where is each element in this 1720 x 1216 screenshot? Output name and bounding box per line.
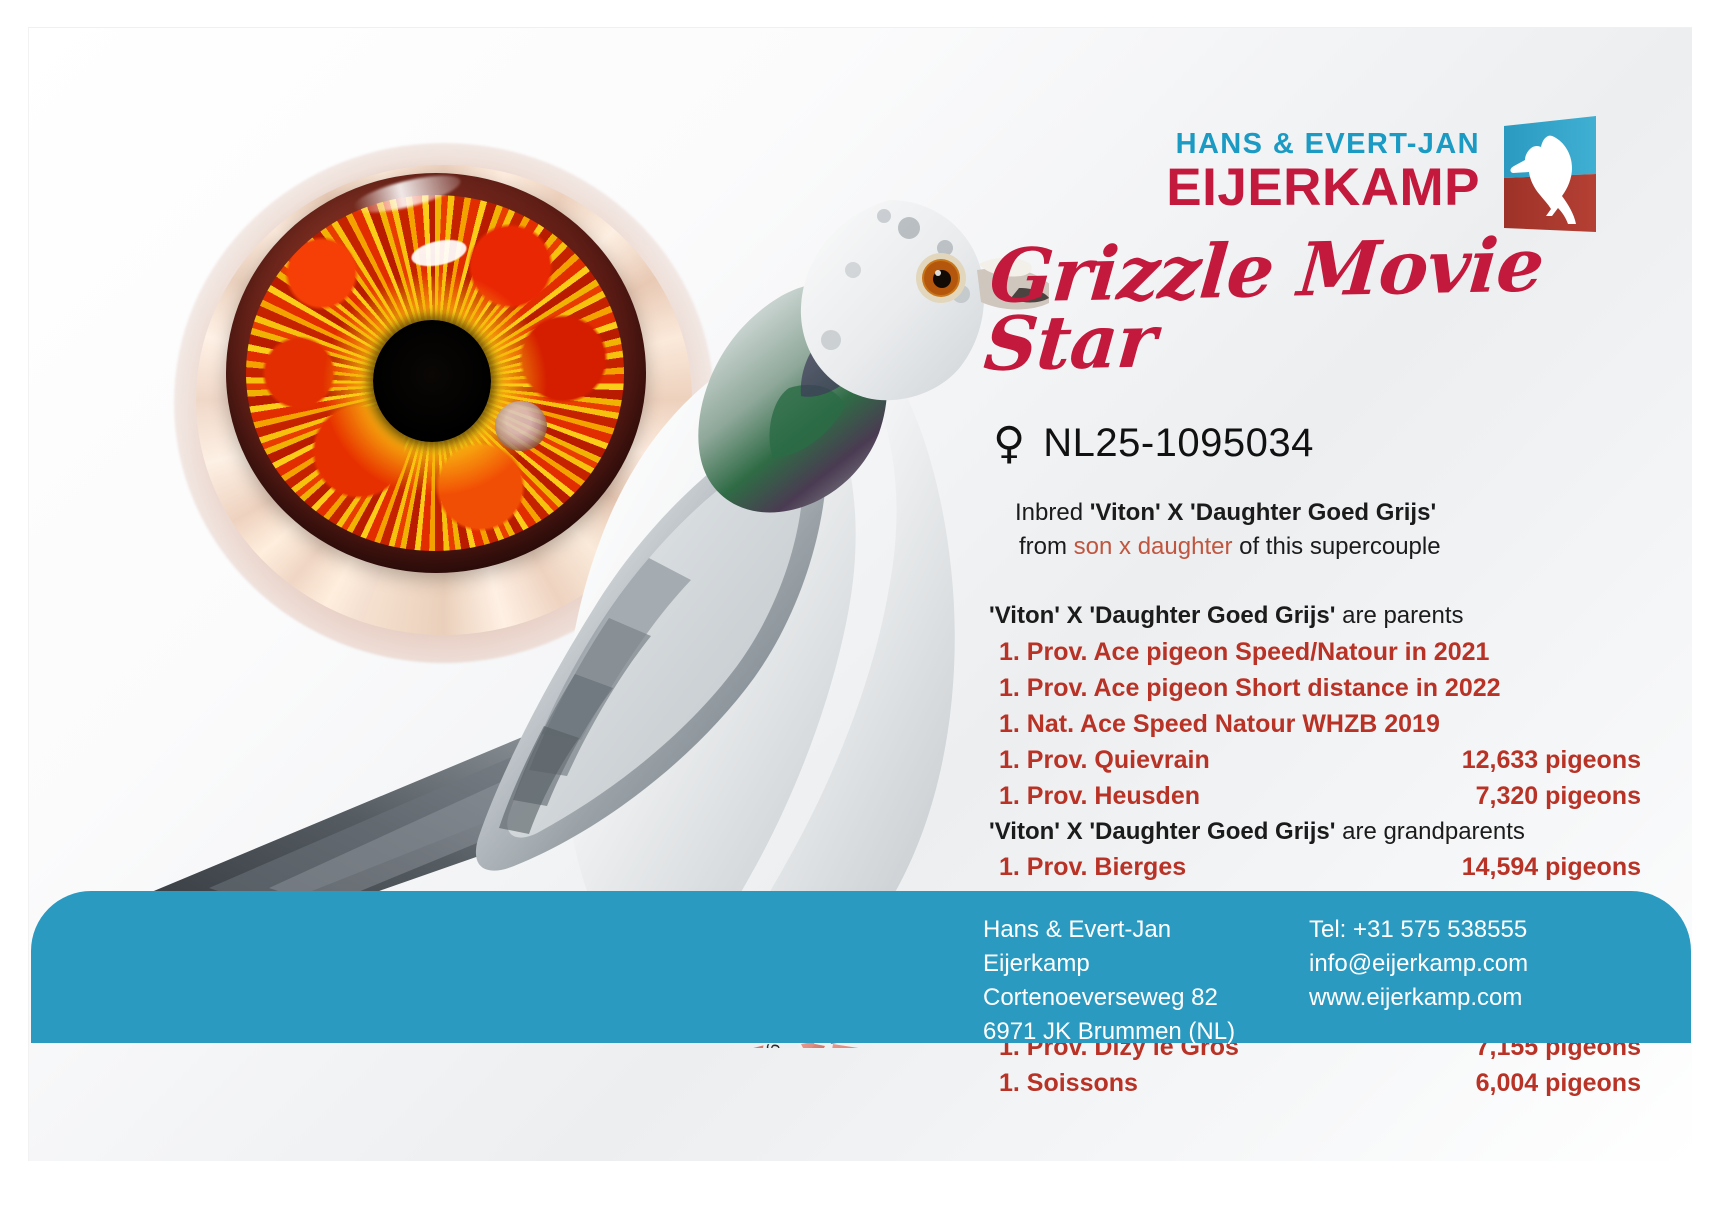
parents-heading-couple: 'Viton' X 'Daughter Goed Grijs' bbox=[989, 602, 1336, 630]
phone-number[interactable]: Tel: +31 575 538555 bbox=[1309, 916, 1528, 943]
logo-line-2: EIJERKAMP bbox=[1166, 158, 1480, 217]
email-address[interactable]: info@eijerkamp.com bbox=[1309, 950, 1529, 978]
pigeon-pedigree-card: 1095 HANS & EVERT-JAN EIJERKAMP bbox=[28, 27, 1692, 1161]
result-pigeon-count: 14,594 pigeons bbox=[1461, 853, 1641, 882]
inbred-line-2: from son x daughter of this supercouple bbox=[981, 530, 1641, 564]
page-title: Grizzle Movie Star bbox=[981, 222, 1643, 388]
contact-details: Hans & Evert-Jan Eijerkamp Cortenoeverse… bbox=[983, 913, 1609, 1049]
result-race-name: 1. Prov. Ace pigeon Short distance in 20… bbox=[999, 673, 1501, 702]
result-row: 1. Soissons 6,004 pigeons bbox=[981, 1065, 1641, 1101]
grandparents-heading-rest: are grandparents bbox=[1335, 817, 1525, 845]
inbred-description: Inbred 'Viton' X 'Daughter Goed Grijs' f… bbox=[981, 496, 1641, 564]
contact-block: Tel: +31 575 538555 info@eijerkamp.com w… bbox=[1309, 913, 1609, 1049]
result-row: 1. Prov. Bierges 14,594 pigeons bbox=[981, 849, 1641, 885]
result-pigeon-count: 7,320 pigeons bbox=[1475, 781, 1641, 810]
inbred-line-1: Inbred 'Viton' X 'Daughter Goed Grijs' bbox=[981, 496, 1641, 530]
parents-heading: 'Viton' X 'Daughter Goed Grijs' are pare… bbox=[981, 598, 1641, 634]
pigeon-logo-icon bbox=[1496, 116, 1600, 234]
logo-line-1: HANS & EVERT-JAN bbox=[1175, 128, 1480, 160]
ring-number: NL25-1095034 bbox=[1043, 421, 1314, 466]
parents-heading-rest: are parents bbox=[1335, 602, 1464, 630]
website-url[interactable]: www.eijerkamp.com bbox=[1309, 984, 1523, 1012]
result-pigeon-count: 12,633 pigeons bbox=[1461, 745, 1641, 774]
address-block: Hans & Evert-Jan Eijerkamp Cortenoeverse… bbox=[983, 913, 1273, 1049]
ring-number-row: ♀ NL25-1095034 bbox=[993, 421, 1641, 466]
pigeon-body bbox=[699, 310, 955, 1010]
inbred-cross: son x daughter bbox=[1073, 533, 1233, 561]
result-race-name: 1. Prov. Bierges bbox=[999, 853, 1187, 882]
street-address: Cortenoeverseweg 82 bbox=[983, 984, 1218, 1012]
inbred-prefix: Inbred bbox=[1015, 499, 1090, 527]
logo-wordmark: HANS & EVERT-JAN EIJERKAMP bbox=[1166, 116, 1480, 215]
result-race-name: 1. Prov. Quievrain bbox=[999, 745, 1210, 774]
city-address: 6971 JK Brummen (NL) bbox=[983, 1018, 1236, 1046]
inbred-from: from bbox=[1019, 533, 1074, 561]
eijerkamp-logo[interactable]: HANS & EVERT-JAN EIJERKAMP bbox=[1166, 116, 1600, 234]
parents-results: 1. Prov. Ace pigeon Speed/Natour in 2021… bbox=[981, 634, 1641, 814]
inbred-suffix: of this supercouple bbox=[1232, 533, 1441, 561]
result-row: 1. Prov. Heusden 7,320 pigeons bbox=[981, 778, 1641, 814]
grandparents-heading-couple: 'Viton' X 'Daughter Goed Grijs' bbox=[989, 817, 1336, 845]
result-row: 1. Prov. Ace pigeon Speed/Natour in 2021 bbox=[981, 634, 1641, 670]
eye-circle-of-correlation bbox=[494, 401, 547, 451]
result-race-name: 1. Soissons bbox=[999, 1069, 1138, 1098]
grandparents-heading: 'Viton' X 'Daughter Goed Grijs' are gran… bbox=[981, 814, 1641, 850]
result-race-name: 1. Nat. Ace Speed Natour WHZB 2019 bbox=[999, 709, 1440, 738]
female-symbol-icon: ♀ bbox=[993, 417, 1026, 469]
result-pigeon-count: 6,004 pigeons bbox=[1475, 1069, 1641, 1098]
result-row: 1. Prov. Quievrain 12,633 pigeons bbox=[981, 742, 1641, 778]
result-row: 1. Prov. Ace pigeon Short distance in 20… bbox=[981, 670, 1641, 706]
grizzle-pigeon-photo: 1095 bbox=[138, 200, 1049, 1048]
pigeon-eye-macro-photo bbox=[134, 113, 754, 673]
result-row: 1. Nat. Ace Speed Natour WHZB 2019 bbox=[981, 706, 1641, 742]
result-race-name: 1. Prov. Heusden bbox=[999, 781, 1200, 810]
company-name: Hans & Evert-Jan Eijerkamp bbox=[983, 916, 1172, 978]
eye-pupil bbox=[372, 320, 491, 442]
inbred-couple: 'Viton' X 'Daughter Goed Grijs' bbox=[1089, 499, 1437, 527]
result-race-name: 1. Prov. Ace pigeon Speed/Natour in 2021 bbox=[999, 637, 1490, 666]
eye-globe bbox=[226, 173, 646, 573]
footer-band: Hans & Evert-Jan Eijerkamp Cortenoeverse… bbox=[31, 891, 1691, 1045]
